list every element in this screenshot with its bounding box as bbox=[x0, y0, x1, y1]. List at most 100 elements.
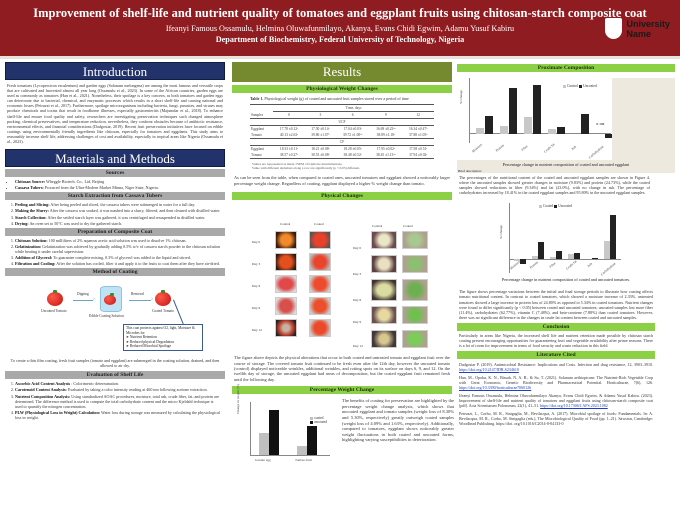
tomato-control-day9 bbox=[275, 297, 297, 316]
coated-label: Coated Tomato bbox=[152, 309, 174, 314]
eggplant-coated-day12 bbox=[402, 330, 428, 349]
introduction-heading: Introduction bbox=[5, 62, 225, 80]
table-row: Tomato 38.57 ±0.27ᵃ 38.53 ±0.08ᵃ 38.48 ±0.5… bbox=[250, 152, 434, 159]
list-item: Ascorbic Acid Content Analysis : Colorim… bbox=[15, 381, 221, 386]
tomato-control-day0 bbox=[275, 231, 297, 250]
list-item: Starch Collection: After the settled sta… bbox=[15, 215, 221, 220]
methods-heading: Materials and Methods bbox=[5, 149, 225, 168]
eggplant-text: The percentages of the nutritional conte… bbox=[459, 175, 650, 196]
list-item: Chitosan Solution: 100 milliliters of 2%… bbox=[15, 238, 221, 243]
bar-gardenegg-coated bbox=[259, 433, 269, 456]
arrow-icon bbox=[73, 296, 95, 302]
eggplant-chart-area: X 100 Control Uncoated % Change Moisture … bbox=[457, 74, 675, 160]
proximate-heading: Proximate Composition bbox=[457, 64, 675, 72]
pct-weight-heading: Percentage Weight Change bbox=[232, 386, 452, 395]
coating-caption: To create a thin film coating, fresh fru… bbox=[10, 358, 220, 369]
shield-icon bbox=[605, 18, 623, 39]
table-caption: Table 1. Physiological weight (g) of coa… bbox=[250, 96, 409, 101]
eggplant-coated-day0 bbox=[402, 231, 428, 250]
dipping-label: Dipping bbox=[77, 292, 89, 297]
university-logo: University Name bbox=[605, 18, 670, 39]
bar-gardenegg-uncoated bbox=[269, 410, 279, 456]
list-item: Making the Slurry: After the cassava was… bbox=[15, 208, 221, 213]
physical-photos: Control Coated Day 0 Day 3 Day 6 Day 9 D… bbox=[232, 202, 452, 349]
table-note-1: Values are represented as mean ±SEM of t… bbox=[252, 162, 343, 166]
table-row: Eggplant 17.78 ±0.12ᵃ 17.50 ±0.14ᵃ 17.04 ±0… bbox=[251, 127, 428, 131]
list-item: Filtration and Cooling: After the soluti… bbox=[15, 261, 221, 266]
eggplant-proximate-chart: X 100 Control Uncoated bbox=[469, 78, 612, 143]
list-item: Carotenoid Content Analysis: Evaluated b… bbox=[15, 387, 221, 392]
list-item: Nutrient Composition Analysis: Using sta… bbox=[15, 394, 221, 409]
list-item: Addition of Glycerol: To guarantee compl… bbox=[15, 255, 221, 260]
tomato-coated-day9 bbox=[309, 297, 331, 316]
coating-diagram: Uncoated Tomato Dipping Edible Coating S… bbox=[5, 278, 225, 358]
list-item: Chitosan Source: Wheggle Biotech. Co., L… bbox=[15, 179, 221, 184]
coat-callout: This coat protects against O2, light, Mo… bbox=[123, 324, 203, 351]
tomato-proximate-chart: Coated Uncoated bbox=[509, 203, 621, 274]
conclusion-heading: Conclusion bbox=[457, 322, 655, 331]
reference-link[interactable]: https://doi.org/10.3390/horticulturae706… bbox=[459, 385, 532, 391]
bar-tomato-uncoated bbox=[307, 426, 317, 456]
brief-label: Brief description: bbox=[457, 169, 675, 173]
column-right: Proximate Composition X 100 Control Uncoa… bbox=[457, 62, 675, 429]
sources-list: Chitosan Source: Wheggle Biotech. Co., L… bbox=[15, 179, 221, 190]
removal-label: Removal bbox=[131, 292, 144, 297]
weight-text: As can be seen from the table, when comp… bbox=[234, 175, 450, 186]
eggplant-control-day3 bbox=[371, 255, 397, 274]
reference-item: Ifeanyi Famous Ossamulu, Helmina Oluwafu… bbox=[459, 393, 653, 409]
physical-text: The figure above depicts the physical al… bbox=[234, 355, 450, 382]
tomato-icon bbox=[104, 293, 116, 306]
tomato-coated-day0 bbox=[309, 231, 331, 250]
list-item: PLW (Physiological Loss in Weight) Calcu… bbox=[15, 410, 221, 420]
starch-list: Peeling and Slicing: After being peeled … bbox=[15, 202, 221, 225]
solution-label: Edible Coating Solution bbox=[89, 314, 124, 319]
reference-item: Han, M., Opoku, K. N., Bissah, N. A. B.,… bbox=[459, 375, 653, 391]
evaluation-list: Ascorbic Acid Content Analysis : Colorim… bbox=[15, 381, 221, 420]
tomato-control-day3 bbox=[275, 253, 297, 272]
logo-line2: Name bbox=[626, 28, 651, 39]
tomato-text: The figure shows percentage variations b… bbox=[459, 289, 653, 320]
eggplant-chart-legend: Control Uncoated bbox=[562, 84, 597, 88]
coated-tomato-icon bbox=[155, 290, 171, 307]
uncoated-label: Uncoated Tomato bbox=[41, 309, 67, 314]
callout-connector bbox=[173, 299, 184, 325]
starch-heading: Starch Extraction from Cassava Tubers bbox=[5, 192, 225, 201]
tomato-control-day6 bbox=[275, 275, 297, 294]
reference-link[interactable]: https://doi.org/10.2147/IDR.S234610 bbox=[459, 367, 519, 373]
column-middle: Results Physiological Weight Changes Tab… bbox=[232, 62, 454, 471]
weight-table: Time, days Samples 0 3 6 9 12 UCF Eggpla… bbox=[250, 104, 434, 159]
literature-heading: Literature Cited bbox=[457, 351, 655, 360]
eggplant-control-day0 bbox=[371, 231, 397, 250]
poster-title: Improvement of shelf-life and nutrient q… bbox=[33, 6, 647, 20]
introduction-text: Fresh tomatoes (Lycopersicon esculentum)… bbox=[7, 83, 223, 145]
weight-change-chart: Garden egg Tomato fruit coated uncoated bbox=[250, 402, 330, 462]
results-heading: Results bbox=[232, 62, 452, 82]
conclusion-text: Particularly in areas like Nigeria, the … bbox=[459, 332, 653, 349]
logo-line1: University bbox=[626, 18, 670, 29]
arrow-icon bbox=[129, 296, 153, 302]
eggplant-control-day6 bbox=[371, 279, 397, 302]
sources-heading: Sources bbox=[5, 169, 225, 178]
composite-heading: Preparation of Composite Coat bbox=[5, 227, 225, 236]
pct-weight-text: The benefits of coating for preservation… bbox=[342, 398, 454, 443]
weight-chart-legend: coated uncoated bbox=[309, 416, 327, 424]
tomato-chart-area: Coated Uncoated % Change Moisture Protein… bbox=[457, 197, 675, 285]
eggplant-coated-day6 bbox=[402, 279, 428, 302]
coating-heading: Method of Coating bbox=[5, 268, 225, 277]
reference-item: Petruzzi, L., Corbo, M. R., Sinigaglia, … bbox=[459, 411, 653, 427]
pct-weight-section: Garden egg Tomato fruit coated uncoated … bbox=[236, 384, 454, 463]
uncoated-tomato-icon bbox=[47, 290, 63, 307]
header-divider bbox=[0, 56, 680, 59]
tomato-coated-day12 bbox=[309, 319, 331, 338]
tomato-coated-day6 bbox=[309, 275, 331, 294]
eggplant-caption: Percentage change in nutrient compositio… bbox=[457, 160, 675, 169]
physical-heading: Physical Changes bbox=[232, 192, 452, 201]
tomato-control-day12 bbox=[275, 319, 297, 338]
reference-link[interactable]: https://doi.org/10.17306/J.AFS.2023.1082 bbox=[540, 403, 608, 409]
evaluation-heading: Evaluation of Shelf Life bbox=[5, 371, 225, 380]
table-note-2: Value with different alphabets along a r… bbox=[252, 166, 360, 171]
list-item: Peeling and Slicing: After being peeled … bbox=[15, 202, 221, 207]
poster-header: Improvement of shelf-life and nutrient q… bbox=[0, 0, 680, 56]
bar-tomato-coated bbox=[297, 446, 307, 456]
table-row: Tomato 40.13 ±2.63ᵃ 39.86 ±1.07ᵃ 39.72 ±1.0… bbox=[251, 133, 428, 137]
